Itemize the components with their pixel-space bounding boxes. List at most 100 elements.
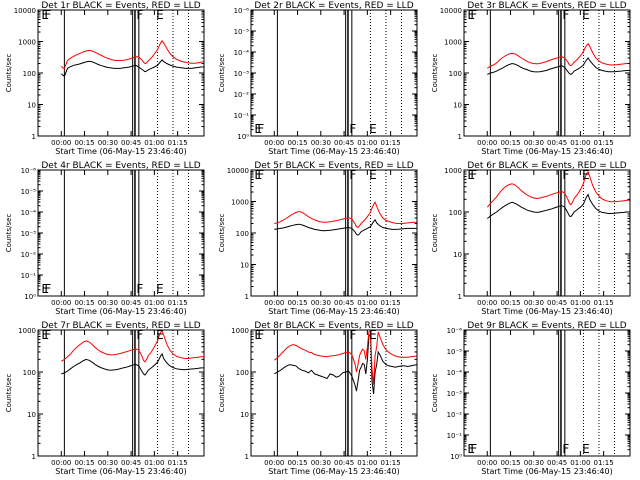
x-tick-label: 01:00 (357, 299, 377, 307)
panel-title: Det 2r BLACK = Events, RED = LLD (254, 1, 413, 11)
y-tick-label: 10 (27, 411, 36, 419)
series-lld (60, 39, 205, 70)
plot-frame (463, 169, 631, 297)
y-tick-label: 1000 (444, 167, 462, 175)
x-tick-label: 01:15 (381, 299, 401, 307)
y-tick-label: 10⁻⁶ (234, 7, 250, 15)
x-tick-label: 01:15 (594, 299, 614, 307)
y-axis-label: Counts/sec (431, 54, 439, 93)
x-tick-label: 00:15 (287, 139, 307, 147)
y-tick-label: 10⁻⁴ (447, 369, 463, 377)
y-axis-label: Counts/sec (218, 374, 226, 413)
marker-label: F (562, 442, 569, 456)
x-tick-label: 00:45 (334, 459, 354, 467)
x-tick-label: 00:00 (51, 459, 71, 467)
y-tick-label: 10⁰ (24, 293, 36, 301)
y-tick-label: 10⁻⁴ (21, 209, 37, 217)
marker-label: F (349, 122, 356, 136)
y-tick-label: 10⁻¹ (234, 112, 250, 120)
marker-label: F (136, 328, 143, 342)
y-tick-label: 1 (458, 133, 462, 141)
y-tick-label: 10000 (440, 7, 462, 15)
y-tick-label: 10000 (227, 167, 249, 175)
x-axis-label: Start Time (06-May-15 23:46:40) (55, 307, 186, 316)
x-tick-label: 01:15 (381, 459, 401, 467)
x-tick-label: 00:30 (524, 299, 544, 307)
x-tick-label: 00:15 (500, 459, 520, 467)
marker-label: E (41, 282, 49, 296)
y-tick-label: 10⁻⁶ (447, 327, 463, 335)
y-axis-label: Counts/sec (218, 54, 226, 93)
marker-label: F (470, 8, 477, 22)
panel-3: Det 3r BLACK = Events, RED = LLD Counts/s… (431, 1, 631, 156)
x-tick-label: 00:15 (500, 299, 520, 307)
y-tick-label: 100 (23, 70, 36, 78)
y-tick-label: 10⁻² (234, 91, 250, 99)
x-axis-label: Start Time (06-May-15 23:46:40) (55, 467, 186, 476)
y-tick-label: 10 (27, 102, 36, 110)
y-axis-label: Counts/sec (431, 374, 439, 413)
marker-label: E (254, 328, 262, 342)
y-tick-label: 100 (236, 369, 249, 377)
y-tick-label: 10⁻⁵ (21, 188, 37, 196)
marker-label: E (582, 8, 590, 22)
x-tick-label: 00:30 (311, 299, 331, 307)
marker-label: E (369, 328, 377, 342)
y-tick-label: 100 (449, 209, 462, 217)
y-tick-label: 10⁰ (237, 133, 249, 141)
series-lld (274, 201, 417, 229)
panel-title: Det 3r BLACK = Events, RED = LLD (467, 1, 626, 11)
marker-label: E (41, 328, 49, 342)
marker-label: E (156, 282, 164, 296)
plot-frame (37, 329, 205, 457)
x-tick-label: 00:45 (121, 139, 141, 147)
y-tick-label: 10⁻³ (234, 70, 250, 78)
panel-1: Det 1r BLACK = Events, RED = LLD Counts/s… (5, 1, 205, 156)
x-tick-label: 01:00 (144, 459, 164, 467)
x-tick-label: 00:45 (547, 139, 567, 147)
y-tick-label: 10 (240, 411, 249, 419)
x-tick-label: 01:15 (168, 139, 188, 147)
x-tick-label: 01:00 (570, 459, 590, 467)
y-tick-label: 10⁻³ (447, 390, 463, 398)
y-tick-label: 1 (245, 453, 249, 461)
x-tick-label: 00:30 (311, 139, 331, 147)
marker-label: F (349, 328, 356, 342)
x-tick-label: 01:15 (594, 459, 614, 467)
y-tick-label: 10 (240, 262, 249, 270)
x-tick-label: 01:15 (594, 139, 614, 147)
x-tick-label: 00:00 (477, 459, 497, 467)
series-events (60, 59, 204, 77)
x-tick-label: 01:15 (168, 459, 188, 467)
y-tick-label: 1 (32, 133, 36, 141)
marker-label: F (257, 328, 264, 342)
x-tick-label: 00:15 (500, 139, 520, 147)
marker-label: F (257, 168, 264, 182)
marker-label: E (369, 168, 377, 182)
y-tick-label: 10⁻⁵ (447, 348, 463, 356)
panel-title: Det 7r BLACK = Events, RED = LLD (41, 321, 200, 331)
y-tick-label: 10000 (14, 7, 36, 15)
y-axis-label: Counts/sec (218, 214, 226, 253)
x-tick-label: 01:00 (570, 299, 590, 307)
x-tick-label: 01:00 (570, 139, 590, 147)
y-tick-label: 100 (236, 230, 249, 238)
marker-label: F (44, 8, 51, 22)
marker-label: E (582, 168, 590, 182)
marker-label: F (136, 282, 143, 296)
plot-frame (37, 9, 205, 137)
panel-title: Det 4r BLACK = Events, RED = LLD (41, 161, 200, 171)
x-tick-label: 01:15 (168, 299, 188, 307)
y-tick-label: 1000 (231, 327, 249, 335)
panel-6: Det 6r BLACK = Events, RED = LLD Counts/s… (431, 161, 631, 316)
marker-label: F (349, 168, 356, 182)
marker-label: E (254, 168, 262, 182)
y-tick-label: 10⁻⁶ (21, 167, 37, 175)
y-tick-label: 1 (32, 453, 36, 461)
x-tick-label: 00:30 (98, 299, 118, 307)
x-tick-label: 00:45 (121, 299, 141, 307)
x-tick-label: 01:00 (357, 459, 377, 467)
x-tick-label: 00:45 (547, 459, 567, 467)
panel-title: Det 1r BLACK = Events, RED = LLD (41, 1, 200, 11)
marker-label: E (156, 8, 164, 22)
